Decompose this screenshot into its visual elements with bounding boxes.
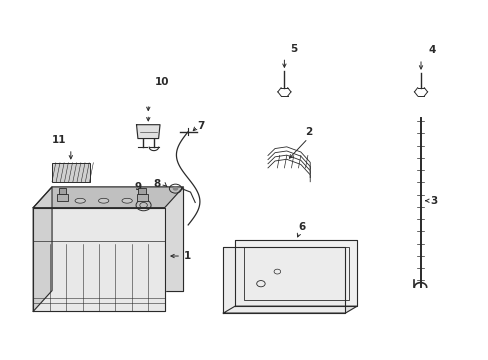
Bar — [136, 194, 147, 202]
Polygon shape — [33, 208, 164, 311]
Polygon shape — [235, 240, 356, 306]
Bar — [57, 194, 68, 202]
Polygon shape — [223, 306, 356, 313]
Ellipse shape — [98, 198, 109, 203]
Text: 5: 5 — [289, 44, 297, 54]
Text: 9: 9 — [134, 182, 141, 192]
Text: 6: 6 — [298, 222, 305, 232]
Bar — [59, 188, 66, 194]
Bar — [243, 247, 348, 300]
Text: 4: 4 — [428, 45, 435, 55]
Polygon shape — [223, 247, 345, 313]
Polygon shape — [33, 187, 183, 208]
Text: 8: 8 — [153, 180, 160, 189]
Polygon shape — [52, 187, 183, 291]
Polygon shape — [136, 125, 160, 139]
Circle shape — [172, 186, 178, 191]
Bar — [52, 163, 89, 182]
Ellipse shape — [122, 198, 132, 203]
Text: 1: 1 — [183, 251, 190, 261]
Text: 10: 10 — [155, 77, 169, 87]
Text: 2: 2 — [305, 127, 312, 137]
Text: 11: 11 — [52, 135, 66, 145]
Polygon shape — [33, 187, 52, 311]
Ellipse shape — [75, 198, 85, 203]
Text: 3: 3 — [429, 196, 436, 206]
Text: 7: 7 — [197, 121, 204, 131]
Bar — [138, 188, 145, 194]
